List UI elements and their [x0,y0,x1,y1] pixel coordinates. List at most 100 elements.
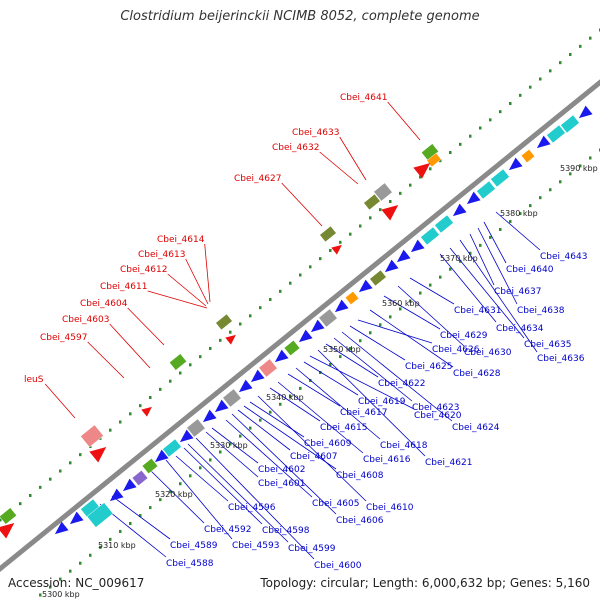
label-leader-line [231,413,337,515]
inner-gene-label: Cbei_4621 [425,458,472,468]
outer-gene-label: Cbei_4612 [120,265,167,275]
label-leader-line [175,455,229,502]
tick-dot [289,394,292,398]
outer-gene-label: Cbei_4632 [272,143,319,153]
gene-block [162,438,182,458]
tick-dot [469,251,472,255]
tick-dot [39,485,42,489]
outer-gene-label: Cbei_4614 [157,235,205,245]
inner-gene-label: Cbei_4609 [304,439,352,449]
label-leader-line [185,258,209,305]
gene-arrow [413,162,431,179]
tick-dot [469,134,472,138]
label-leader-lines [44,101,541,560]
tick-dot [369,331,372,335]
gene-arrow [452,203,467,217]
tick-dot [289,281,292,285]
inner-gene-label: Cbei_4588 [166,559,214,569]
gene-arrow [69,511,84,525]
tick-dot [0,518,2,522]
label-leader-line [277,381,364,454]
tick-dot [269,410,272,414]
inner-gene-label: Cbei_4619 [358,397,406,407]
tick-dot [99,545,102,549]
inner-gene-label: Cbei_4637 [494,287,541,297]
tick-dot [89,553,92,557]
tick-dot [169,490,172,494]
inner-gene-label: Cbei_4630 [464,348,512,358]
gene-arrow [250,369,265,383]
label-leader-line [257,395,367,502]
tick-dot [449,267,452,271]
tick-dot [259,418,262,422]
inner-gene-label: Cbei_4629 [440,331,488,341]
tick-dot [69,461,72,465]
tick-dot [239,434,242,438]
tick-dot [109,428,112,432]
gene-block [560,114,580,134]
inner-gene-label: Cbei_4599 [288,544,336,554]
tick-dot [389,315,392,319]
backbone-line [0,79,600,573]
inner-gene-label: Cbei_4626 [432,345,480,355]
outer-gene-label: Cbei_4597 [40,333,87,343]
tick-dot [409,299,412,303]
tick-dot [449,151,452,154]
tick-dot [379,208,382,212]
tick-dot [199,466,202,470]
scale-label: 5320 kbp [155,490,193,499]
tick-dot [259,306,262,310]
inner-gene-label: Cbei_4634 [496,324,544,334]
tick-dot [499,110,502,114]
gene-arrow [54,521,69,535]
inner-gene-label: Cbei_4596 [228,503,276,513]
tick-dot [249,314,252,318]
tick-dot [559,180,562,184]
tick-dot [579,44,582,48]
gene-arrow [122,478,137,492]
inner-gene-label: Cbei_4623 [412,403,459,413]
tick-dot [399,191,402,195]
label-leader-line [44,383,76,419]
tick-dot [309,265,312,269]
inner-gene-label: Cbei_4638 [517,306,565,316]
tick-dot [219,450,222,454]
gene-arrow [310,319,325,333]
tick-dot [399,307,402,311]
gene-arrow [384,259,399,273]
inner-gene-label: Cbei_4601 [258,479,305,489]
label-leader-line [187,443,289,543]
tick-dot [49,477,52,481]
tick-dot [569,53,572,56]
gene-block [258,358,278,378]
inner-gene-label: Cbei_4593 [232,541,279,551]
gene-arrow [109,488,124,502]
gene-block [546,124,566,144]
label-leader-line [325,343,379,378]
tick-dot [329,363,332,367]
tick-dot [79,453,82,457]
inner-gene-label: Cbei_4615 [320,423,367,433]
label-leader-line [149,469,205,524]
label-leader-line [369,309,454,368]
genome-backbone [0,79,600,573]
tick-dot [119,529,122,533]
gene-arrow [381,204,399,221]
tick-dot [409,183,412,187]
label-leader-line [281,182,323,227]
gene-block [318,308,338,328]
gene-block [222,388,242,408]
gene-block [319,225,337,243]
gene-block [0,507,17,525]
map-title: Clostridium beijerinckii NCIMB 8052, com… [120,9,480,24]
gene-arrow [274,349,289,363]
label-leader-line [183,447,263,525]
gene-block [215,313,233,331]
label-leader-line [319,151,359,185]
label-leader-line [249,401,305,438]
gene-block [490,168,510,188]
outer-gene-label: Cbei_4641 [340,93,387,103]
gene-block [283,339,301,357]
tick-dot [159,498,162,502]
inner-gene-label: Cbei_4628 [453,369,501,379]
